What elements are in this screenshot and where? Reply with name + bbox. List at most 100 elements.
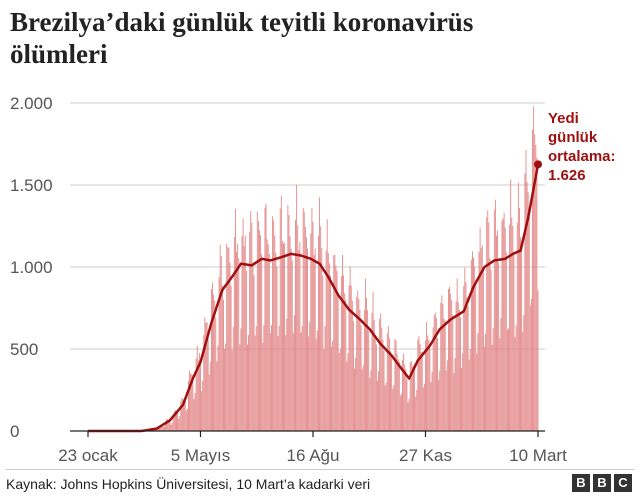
daily-deaths-bar (510, 179, 512, 431)
daily-deaths-bar (487, 210, 489, 431)
daily-deaths-bar (200, 358, 201, 431)
daily-deaths-bar (274, 235, 276, 431)
annotation-line: günlük (548, 129, 598, 146)
daily-deaths-bar (433, 315, 435, 431)
source-note: Kaynak: Johns Hopkins Üniversitesi, 10 M… (6, 476, 371, 492)
daily-deaths-bar (458, 309, 460, 431)
daily-deaths-bar (268, 254, 270, 431)
daily-deaths-bar (464, 267, 466, 431)
daily-deaths-bar (468, 359, 470, 431)
daily-deaths-bar (491, 344, 493, 431)
daily-deaths-bar (229, 262, 231, 431)
daily-deaths-bar (315, 339, 317, 431)
daily-deaths-bar (382, 339, 384, 431)
daily-deaths-bar (418, 336, 420, 431)
daily-deaths-bar (455, 301, 457, 431)
daily-deaths-bar (171, 422, 173, 431)
x-tick-label: 10 Mart (509, 446, 567, 465)
daily-deaths-bar (330, 275, 331, 431)
daily-deaths-bar (466, 297, 468, 431)
daily-deaths-bar (513, 252, 515, 431)
daily-deaths-bar (477, 333, 479, 431)
bbc-logo: B B C (572, 474, 632, 492)
daily-deaths-bar (239, 344, 241, 431)
latest-average-point (534, 160, 542, 169)
daily-deaths-bar (408, 398, 410, 431)
daily-deaths-bar (263, 325, 265, 431)
daily-deaths-bar (184, 401, 186, 431)
daily-deaths-bar (490, 269, 492, 431)
daily-deaths-bar (225, 343, 227, 431)
daily-deaths-bar (155, 429, 157, 431)
daily-deaths-bar (332, 340, 334, 431)
x-axis: 23 ocak 5 Mayıs 16 Ağu 27 Kas 10 Mart (58, 430, 567, 465)
daily-deaths-bar (460, 317, 461, 431)
daily-deaths-bar (188, 380, 189, 431)
daily-deaths-bar (410, 361, 412, 431)
chart-title-line1: Brezilya’daki günlük teyitli koronavirüs (10, 7, 474, 37)
daily-deaths-bar (269, 333, 271, 431)
daily-deaths-bar (467, 305, 469, 431)
daily-deaths-bar (267, 244, 269, 431)
daily-deaths-bar (428, 339, 430, 431)
daily-deaths-bar (394, 339, 396, 431)
x-tick-label: 23 ocak (58, 446, 118, 465)
daily-deaths-bar (390, 350, 391, 431)
daily-deaths-bar (385, 382, 387, 431)
daily-deaths-bar (463, 286, 465, 431)
daily-deaths-bar (367, 310, 369, 431)
deaths-chart: 0 500 1.000 1.500 2.000 23 ocak 5 Mayıs 16 Ağu… (10, 94, 616, 465)
daily-deaths-bar (531, 298, 532, 431)
daily-deaths-bar (441, 295, 443, 431)
daily-deaths-bar (254, 335, 256, 431)
daily-deaths-bar (375, 344, 377, 431)
daily-deaths-bar (303, 211, 305, 431)
daily-deaths-bar (387, 325, 389, 431)
daily-deaths-bar (165, 421, 166, 431)
daily-deaths-bar (262, 342, 264, 431)
daily-deaths-bar (170, 424, 172, 431)
daily-deaths-bar (526, 181, 528, 431)
daily-deaths-bar (319, 197, 320, 431)
daily-deaths-bar (514, 337, 516, 431)
daily-deaths-bar (420, 351, 422, 431)
daily-deaths-bar (416, 390, 418, 431)
daily-deaths-bar (508, 328, 509, 431)
daily-deaths-bar (522, 331, 524, 431)
daily-deaths-bar (245, 270, 247, 431)
daily-deaths-bar (222, 299, 224, 431)
daily-deaths-bar (281, 241, 283, 431)
daily-deaths-bar (185, 410, 187, 431)
daily-deaths-bar (476, 353, 478, 431)
daily-deaths-bar (537, 290, 539, 431)
daily-deaths-bar (190, 373, 192, 431)
daily-deaths-bar (259, 230, 260, 431)
daily-deaths-bar (180, 401, 182, 431)
daily-deaths-bar (355, 357, 357, 431)
daily-deaths-bar (249, 231, 251, 431)
daily-deaths-bar (301, 325, 303, 431)
daily-deaths-bar (359, 309, 361, 431)
daily-deaths-bar (429, 347, 431, 431)
x-tick-label: 5 Mayıs (171, 446, 231, 465)
daily-deaths-bar (447, 289, 449, 431)
daily-deaths-bar (339, 349, 341, 431)
daily-deaths-bar (481, 245, 483, 431)
daily-deaths-bar (240, 328, 242, 431)
daily-deaths-bar (300, 332, 302, 431)
annotation-line: Yedi (548, 110, 579, 127)
daily-deaths-bar (527, 192, 529, 431)
daily-deaths-bar (207, 339, 209, 431)
daily-deaths-bar (445, 370, 447, 431)
daily-deaths-bar (251, 222, 253, 431)
daily-deaths-bar (440, 302, 442, 431)
daily-deaths-bar (192, 374, 194, 431)
daily-deaths-bar (499, 338, 501, 431)
daily-deaths-bar (419, 343, 421, 431)
daily-deaths-bar (287, 204, 289, 431)
daily-deaths-bar (534, 134, 536, 431)
daily-deaths-bar (484, 346, 485, 431)
daily-deaths-bar (247, 344, 248, 431)
daily-deaths-bar (492, 327, 494, 431)
daily-deaths-bar (402, 359, 404, 431)
